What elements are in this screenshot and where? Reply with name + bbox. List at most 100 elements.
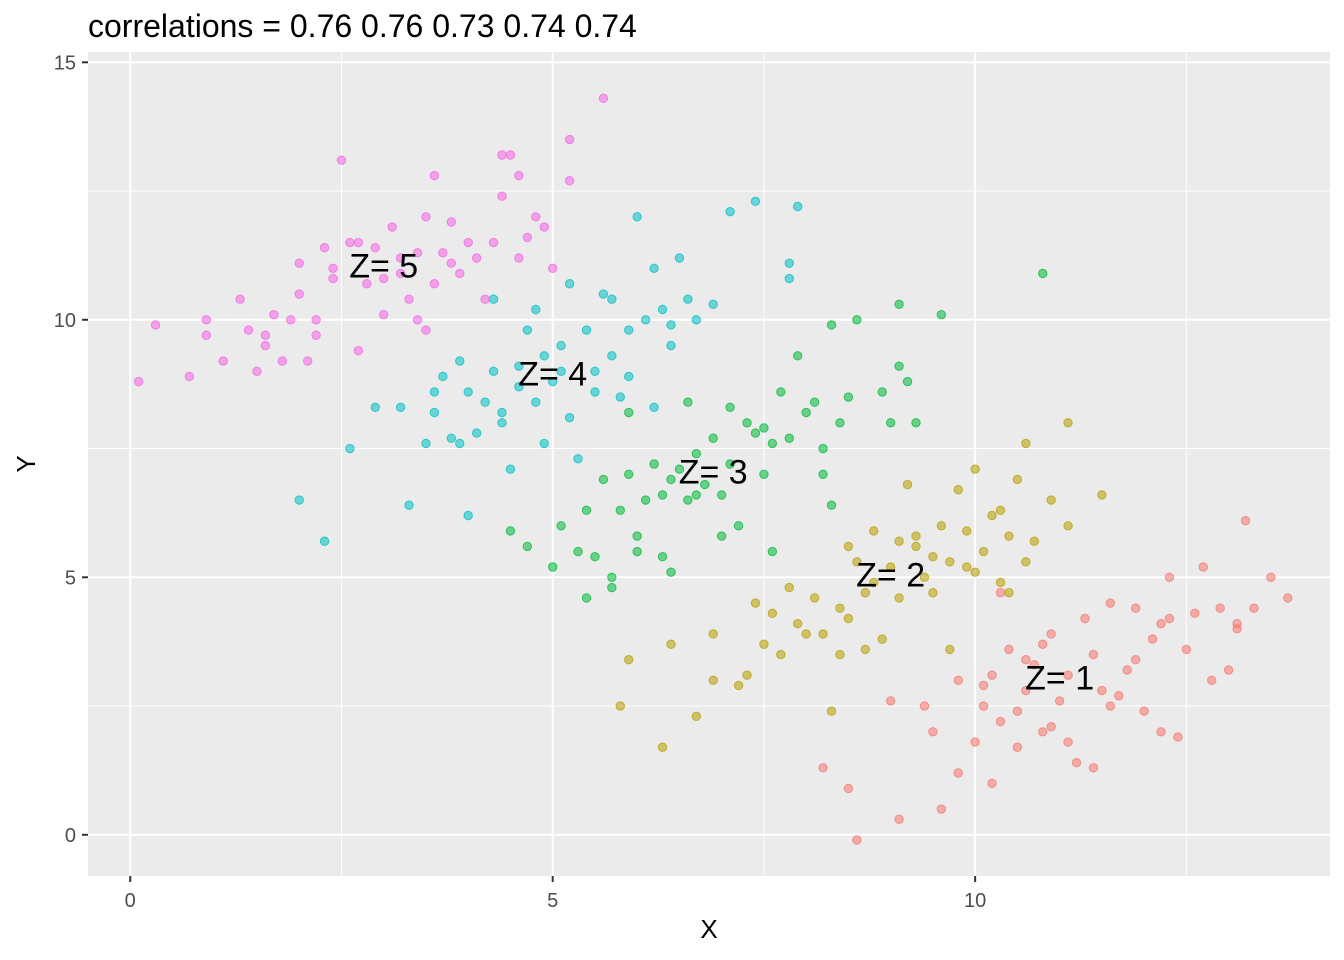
data-point xyxy=(1130,655,1141,665)
data-point xyxy=(201,315,211,325)
data-point xyxy=(928,552,938,562)
group-label: Z= 2 xyxy=(856,556,925,594)
data-point xyxy=(1046,495,1056,505)
data-point xyxy=(1164,613,1175,624)
data-point xyxy=(818,469,828,479)
data-point xyxy=(835,418,845,428)
data-point xyxy=(818,443,828,454)
data-point xyxy=(936,804,947,814)
data-point xyxy=(412,315,423,325)
data-point xyxy=(691,315,702,325)
data-point xyxy=(666,320,676,330)
data-point xyxy=(1097,685,1107,696)
data-point xyxy=(336,155,347,165)
data-point xyxy=(615,392,625,402)
data-point xyxy=(725,206,735,217)
data-point xyxy=(894,299,904,310)
data-point xyxy=(995,588,1006,598)
data-point xyxy=(286,315,296,325)
data-point xyxy=(480,294,490,304)
data-point xyxy=(421,438,431,449)
data-point xyxy=(767,546,778,557)
data-point xyxy=(488,237,499,248)
data-point xyxy=(852,315,862,325)
data-point xyxy=(514,361,524,371)
data-point xyxy=(750,196,761,207)
data-point xyxy=(379,309,389,320)
series-2 xyxy=(615,418,1107,752)
data-point xyxy=(1105,701,1116,711)
data-point xyxy=(598,93,609,104)
data-point xyxy=(801,407,811,418)
data-point xyxy=(1063,418,1073,428)
data-point xyxy=(590,366,600,376)
data-point xyxy=(556,366,566,376)
data-point xyxy=(945,557,955,567)
data-point xyxy=(632,212,642,222)
y-axis: 0 5 10 15 xyxy=(54,52,88,847)
data-point xyxy=(345,443,355,454)
data-point xyxy=(894,536,904,546)
data-point xyxy=(311,315,321,325)
y-tick-label: 0 xyxy=(65,825,76,847)
data-point xyxy=(852,557,862,567)
data-point xyxy=(505,150,516,160)
data-point xyxy=(793,201,803,212)
data-point xyxy=(742,670,752,680)
data-point xyxy=(1173,732,1183,742)
data-point xyxy=(387,222,397,232)
data-point xyxy=(1063,521,1073,531)
y-tick-label: 15 xyxy=(54,52,76,74)
data-point xyxy=(902,479,913,490)
y-axis-title: Y xyxy=(11,455,41,472)
data-point xyxy=(1021,685,1031,696)
data-point xyxy=(345,237,355,248)
data-point xyxy=(252,366,262,376)
data-points xyxy=(133,93,1293,845)
data-point xyxy=(590,552,600,562)
data-point xyxy=(894,361,904,371)
data-point xyxy=(471,253,482,263)
x-axis-title: X xyxy=(700,914,717,944)
data-point xyxy=(978,680,989,691)
data-point xyxy=(201,330,211,340)
data-point xyxy=(421,325,431,335)
data-point xyxy=(370,402,380,413)
data-point xyxy=(379,273,389,284)
data-point xyxy=(598,289,609,299)
data-point xyxy=(691,449,702,459)
data-point xyxy=(624,655,634,665)
series-5 xyxy=(133,93,609,387)
x-tick-label: 0 xyxy=(125,890,136,912)
data-point xyxy=(547,263,558,273)
data-point xyxy=(970,567,980,577)
data-point xyxy=(826,706,837,716)
data-point xyxy=(657,304,668,315)
data-point xyxy=(776,649,786,660)
data-point xyxy=(657,742,668,752)
data-point xyxy=(133,376,144,387)
data-point xyxy=(446,217,457,227)
data-point xyxy=(395,402,406,413)
data-point xyxy=(640,315,651,325)
data-point xyxy=(455,356,465,366)
data-point xyxy=(894,814,904,825)
data-point xyxy=(649,402,659,413)
data-point xyxy=(1122,665,1132,675)
data-point xyxy=(1232,624,1242,634)
data-point xyxy=(328,263,338,273)
data-point xyxy=(683,495,693,505)
data-point xyxy=(784,433,794,443)
data-point xyxy=(1249,603,1259,613)
data-point xyxy=(835,603,845,613)
data-point xyxy=(657,552,668,562)
data-point xyxy=(1088,763,1099,773)
data-point xyxy=(319,536,330,546)
data-point xyxy=(505,526,516,536)
data-point xyxy=(615,701,625,711)
data-point xyxy=(987,510,997,521)
y-tick-label: 10 xyxy=(54,310,76,332)
data-point xyxy=(683,294,693,304)
data-point xyxy=(514,382,524,392)
